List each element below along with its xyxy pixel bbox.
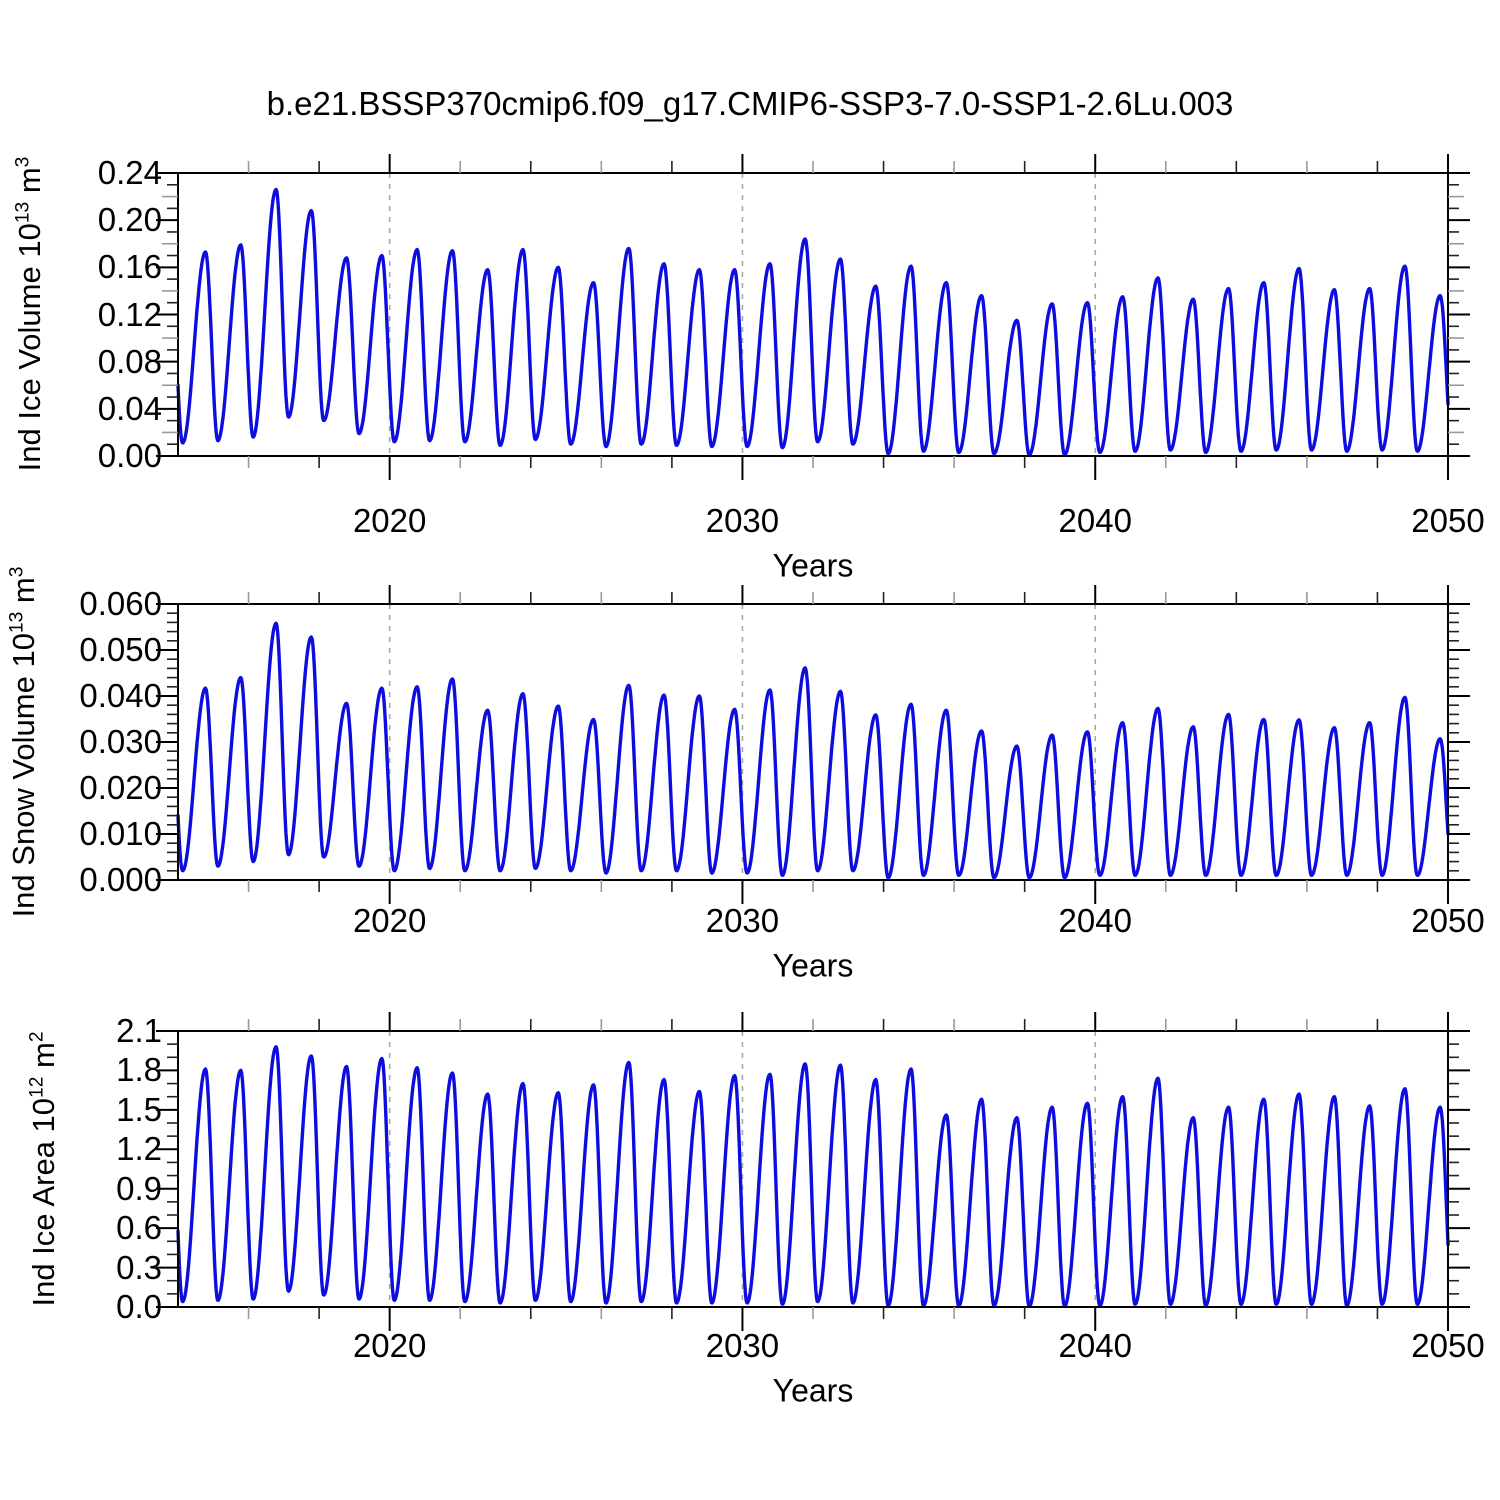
x-tick-label: 2020 — [352, 902, 427, 939]
ice-area-series-line — [176, 1045, 1450, 1308]
y-tick-label: 0.020 — [79, 769, 162, 806]
y-tick-label: 2.1 — [116, 1012, 162, 1049]
x-tick-label: 2020 — [352, 502, 427, 539]
x-tick-label: 2030 — [705, 902, 780, 939]
y-tick-label: 0.030 — [79, 723, 162, 760]
y-tick-label: 0.050 — [79, 631, 162, 668]
y-tick-label: 0.08 — [97, 342, 162, 380]
y-tick-label: 0.20 — [97, 201, 162, 239]
y-tick-label: 1.2 — [116, 1130, 162, 1168]
y-tick-label: 0.9 — [116, 1169, 162, 1207]
y-axis-title-text: Ind Snow Volume 10 — [6, 633, 41, 918]
x-tick-label: 2030 — [705, 502, 780, 539]
y-tick-label: 0.000 — [79, 861, 162, 898]
y-axis-title-unit: m — [6, 577, 41, 612]
x-axis-title-panel1: Years — [772, 547, 854, 584]
y-axis-title-exponent: 13 — [12, 201, 34, 224]
y-tick-label: 0.12 — [97, 295, 162, 333]
ice-volume-series-line — [176, 187, 1450, 457]
x-tick-label: 2030 — [705, 1327, 780, 1364]
y-axis-title-unit-exponent: 3 — [12, 156, 34, 168]
x-tick-label: 2040 — [1058, 1327, 1132, 1364]
y-tick-label: 0.010 — [79, 815, 162, 852]
snow-volume-series-line — [176, 621, 1450, 880]
x-tick-label: 2050 — [1411, 1327, 1485, 1364]
y-tick-label: 0.00 — [97, 437, 162, 474]
y-tick-label: 1.5 — [116, 1090, 162, 1128]
x-tick-label: 2050 — [1411, 902, 1485, 939]
chart-title: b.e21.BSSP370cmip6.f09_g17.CMIP6-SSP3-7.… — [266, 85, 1234, 122]
y-tick-label: 0.6 — [116, 1209, 162, 1247]
x-axis-title-panel2: Years — [772, 947, 854, 984]
x-tick-label: 2040 — [1058, 502, 1132, 539]
y-tick-label: 0.060 — [79, 585, 162, 622]
y-tick-label: 0.040 — [79, 677, 162, 714]
y-tick-label: 1.8 — [116, 1051, 162, 1089]
y-tick-label: 0.24 — [97, 154, 162, 191]
y-axis-title-unit-exponent: 3 — [6, 566, 28, 578]
y-tick-label: 0.3 — [116, 1248, 162, 1286]
x-tick-label: 2040 — [1058, 902, 1132, 939]
y-tick-label: 0.0 — [116, 1288, 162, 1325]
x-tick-label: 2020 — [352, 1327, 427, 1364]
y-tick-label: 0.16 — [97, 248, 162, 286]
y-tick-label: 0.04 — [97, 389, 162, 427]
y-axis-title-exponent: 13 — [6, 611, 28, 634]
x-tick-label: 2050 — [1411, 502, 1485, 539]
x-axis-title-panel3: Years — [772, 1372, 854, 1409]
